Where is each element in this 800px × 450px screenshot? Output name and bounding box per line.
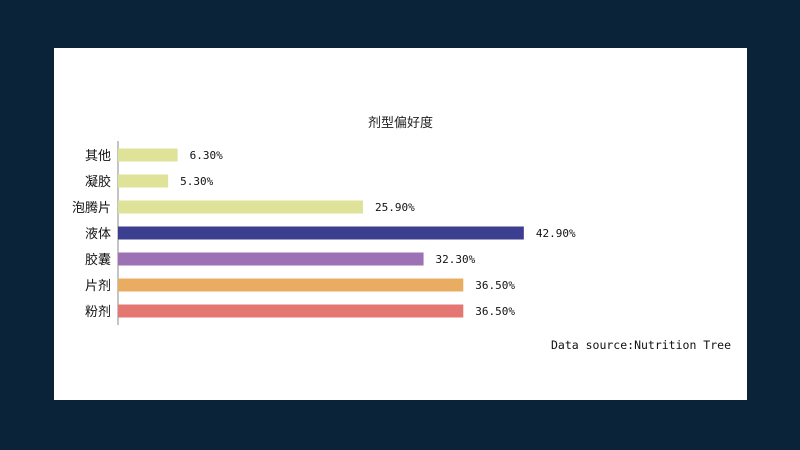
category-label: 凝胶 [85, 174, 111, 190]
bar [118, 226, 524, 240]
value-label: 36.50% [475, 305, 515, 318]
category-label: 片剂 [85, 279, 111, 294]
value-label: 42.90% [536, 227, 576, 240]
category-label: 粉剂 [85, 305, 111, 320]
category-label: 胶囊 [85, 252, 111, 268]
category-label: 液体 [85, 227, 111, 242]
value-label: 5.30% [180, 175, 213, 188]
category-label: 其他 [85, 149, 111, 164]
chart-title: 剂型偏好度 [367, 116, 433, 131]
data-source-note: Data source:Nutrition Tree [550, 338, 731, 352]
value-label: 32.30% [436, 253, 476, 266]
chart-card: 剂型偏好度 其他 6.30% 凝胶 5.30% 泡腾片 25.90% 液体 42.90% 胶囊 3… [54, 48, 747, 400]
category-label: 泡腾片 [72, 200, 111, 216]
bar-chart: 其他 6.30% 凝胶 5.30% 泡腾片 25.90% 液体 42.90% 胶囊 32.30% 片… [72, 141, 576, 325]
bar [118, 174, 169, 188]
bar [118, 148, 178, 162]
bar [118, 200, 364, 214]
bar [118, 278, 464, 292]
bar [118, 252, 424, 266]
value-label: 25.90% [375, 201, 415, 214]
value-label: 6.30% [190, 149, 223, 162]
value-label: 36.50% [475, 279, 515, 292]
bar [118, 304, 464, 318]
